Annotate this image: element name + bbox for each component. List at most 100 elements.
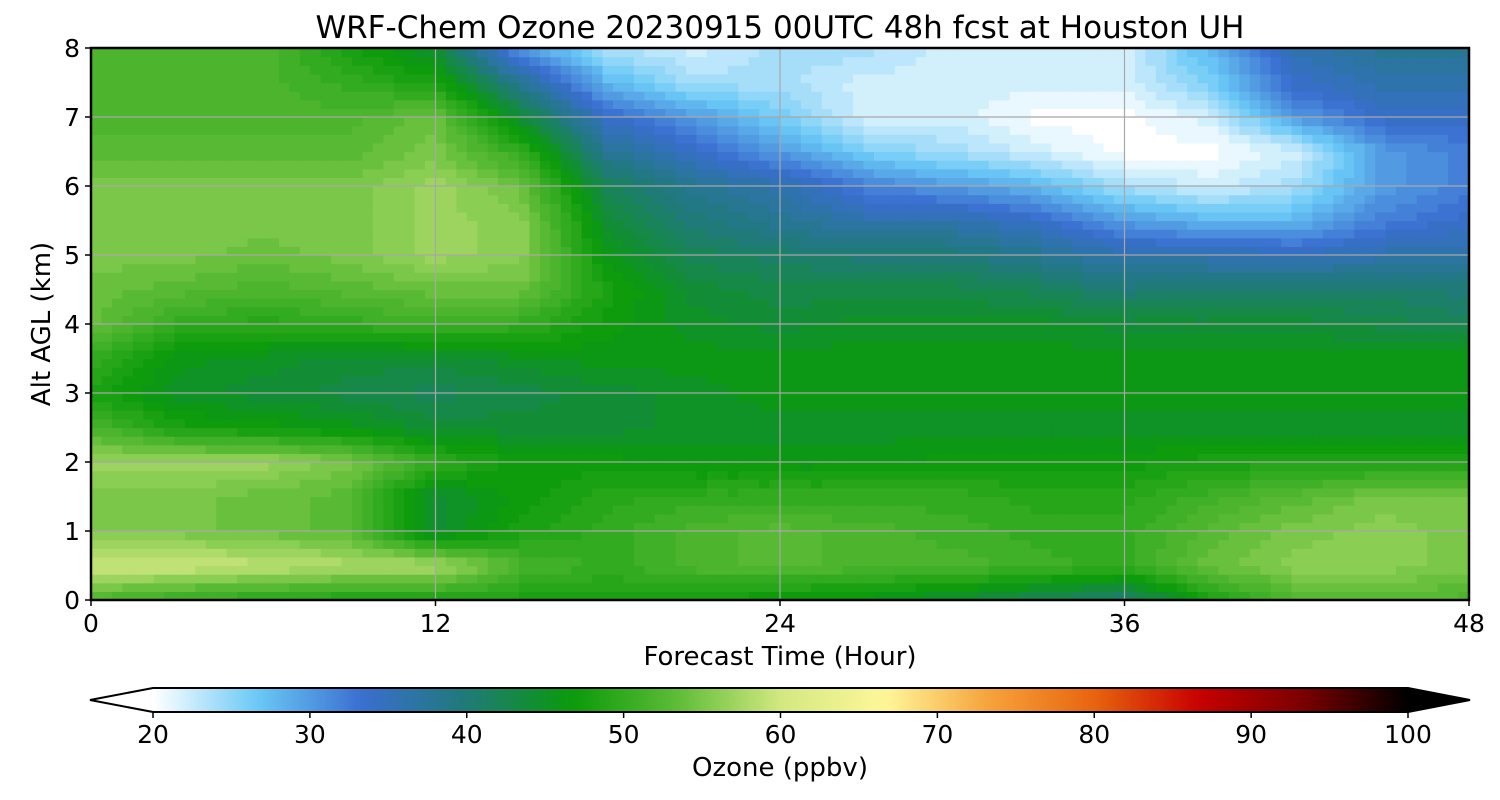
field-cell	[1448, 280, 1460, 291]
field-cell	[727, 272, 739, 282]
field-cell	[800, 582, 812, 592]
field-cell	[1134, 272, 1146, 282]
field-cell	[842, 341, 854, 351]
field-cell	[362, 565, 374, 575]
field-cell	[477, 324, 489, 334]
field-cell	[738, 341, 750, 351]
field-cell	[1343, 505, 1355, 515]
field-cell	[1406, 513, 1418, 523]
field-cell	[1395, 332, 1407, 342]
field-cell	[978, 418, 990, 429]
field-cell	[1208, 462, 1220, 472]
field-cell	[821, 332, 833, 342]
field-cell	[101, 565, 113, 575]
field-cell	[1009, 280, 1021, 291]
field-cell	[195, 470, 207, 480]
field-cell	[560, 384, 572, 394]
field-cell	[1354, 298, 1366, 308]
field-cell	[1061, 332, 1073, 342]
field-cell	[811, 582, 823, 592]
field-cell	[1260, 341, 1272, 351]
field-cell	[863, 565, 875, 575]
field-cell	[1343, 324, 1355, 334]
field-cell	[1040, 324, 1053, 334]
field-cell	[550, 470, 562, 480]
field-cell	[91, 453, 103, 463]
field-cell	[1061, 453, 1073, 463]
field-cell	[1312, 436, 1324, 446]
field-cell	[1166, 401, 1178, 411]
field-cell	[1040, 401, 1053, 411]
field-cell	[1322, 444, 1334, 454]
field-cell	[873, 401, 885, 411]
field-cell	[1458, 289, 1469, 299]
field-cell	[738, 556, 750, 567]
field-cell	[780, 522, 792, 532]
field-cell	[1322, 358, 1334, 368]
field-cell	[425, 280, 437, 291]
field-cell	[633, 505, 645, 515]
field-cell	[644, 272, 656, 282]
field-cell	[1082, 470, 1094, 480]
field-cell	[1343, 280, 1355, 291]
field-cell	[894, 496, 906, 506]
field-cell	[1187, 565, 1199, 575]
field-cell	[1009, 462, 1021, 472]
field-cell	[414, 358, 426, 368]
field-cell	[258, 479, 270, 489]
field-cell	[1072, 479, 1084, 489]
field-cell	[853, 436, 865, 446]
field-cell	[947, 444, 959, 454]
field-cell	[633, 349, 645, 360]
field-cell	[404, 349, 416, 360]
field-cell	[800, 324, 812, 334]
field-cell	[1197, 487, 1209, 498]
field-cell	[884, 427, 896, 437]
field-cell	[1197, 436, 1209, 446]
field-cell	[1134, 591, 1146, 600]
field-cell	[915, 556, 927, 567]
field-cell	[1176, 487, 1188, 498]
field-cell	[498, 332, 510, 342]
field-cell	[706, 479, 718, 489]
field-cell	[445, 574, 457, 584]
field-cell	[550, 487, 562, 498]
field-cell	[1051, 418, 1063, 429]
field-cell	[456, 349, 468, 360]
field-cell	[853, 358, 865, 368]
field-cell	[633, 410, 645, 420]
field-cell	[894, 418, 906, 429]
field-cell	[1187, 539, 1199, 549]
field-cell	[1385, 393, 1397, 403]
field-cell	[1343, 539, 1355, 549]
field-cell	[1208, 505, 1220, 515]
field-cell	[539, 453, 551, 463]
field-cell	[372, 410, 384, 420]
field-cell	[268, 375, 280, 385]
field-cell	[1322, 375, 1334, 385]
field-cell	[1333, 513, 1345, 523]
field-cell	[466, 496, 478, 506]
field-cell	[800, 349, 812, 360]
field-cell	[1448, 401, 1460, 411]
field-cell	[1040, 462, 1053, 472]
field-cell	[258, 496, 270, 506]
field-cell	[1072, 272, 1084, 282]
field-cell	[456, 453, 468, 463]
field-cell	[811, 487, 823, 498]
field-cell	[487, 513, 499, 523]
field-cell	[247, 315, 259, 325]
field-cell	[487, 496, 499, 506]
field-cell	[487, 418, 499, 429]
field-cell	[91, 401, 103, 411]
field-cell	[1385, 531, 1397, 541]
field-cell	[289, 462, 301, 472]
field-cell	[623, 548, 635, 558]
field-cell	[759, 548, 771, 558]
field-cell	[581, 591, 593, 600]
field-cell	[686, 539, 698, 549]
field-cell	[1343, 410, 1355, 420]
field-cell	[842, 531, 854, 541]
field-cell	[404, 375, 416, 385]
field-cell	[790, 393, 802, 403]
